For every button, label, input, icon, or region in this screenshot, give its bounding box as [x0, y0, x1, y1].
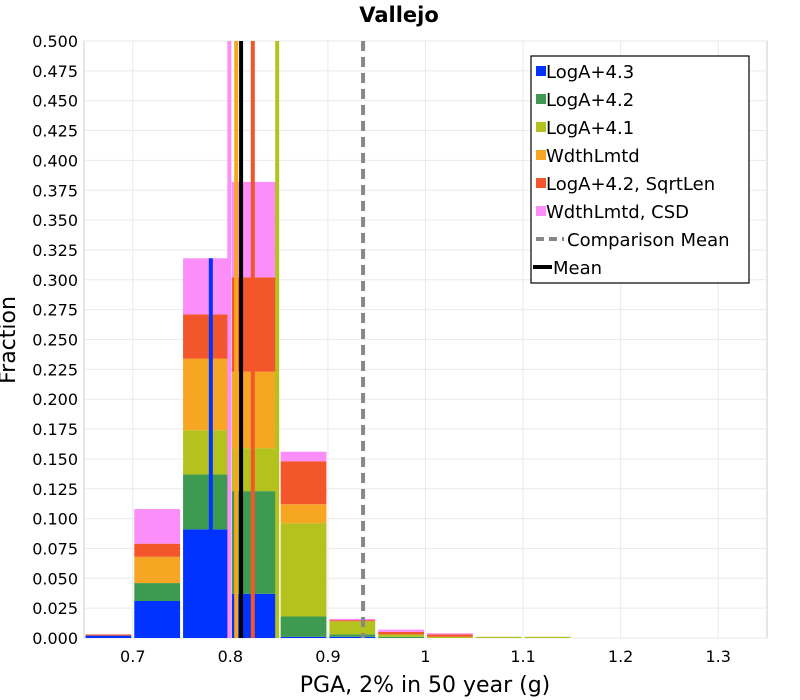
bar-segment	[427, 633, 473, 635]
legend-swatch	[536, 66, 546, 76]
x-tick-label: 1.2	[608, 647, 633, 666]
y-tick-label: 0.400	[32, 151, 78, 170]
legend: LogA+4.3 LogA+4.2 LogA+4.1 WdthLmtd LogA+4.2…	[530, 55, 750, 284]
y-tick-label: 0.375	[32, 181, 78, 200]
legend-label: Mean	[553, 258, 602, 279]
bar-segment	[427, 636, 473, 638]
legend-swatch	[536, 178, 546, 188]
legend-label: WdthLmtd, CSD	[546, 202, 689, 223]
bar-segment	[134, 556, 181, 584]
y-tick-label: 0.200	[32, 390, 78, 409]
bar-segment	[475, 636, 522, 638]
y-tick-label: 0.250	[32, 331, 78, 350]
legend-label: Comparison Mean	[567, 230, 730, 251]
legend-swatch	[536, 122, 546, 132]
bar-segment	[183, 474, 229, 530]
bar-segment	[280, 461, 327, 505]
legend-label: WdthLmtd	[546, 146, 640, 167]
y-tick-label: 0.100	[32, 510, 78, 529]
legend-swatch	[536, 150, 546, 160]
bar-segment	[183, 314, 229, 359]
bar-segment	[378, 629, 424, 633]
x-tick-label: 0.8	[218, 647, 243, 666]
bar-segment	[378, 632, 424, 635]
y-tick-label: 0.425	[32, 122, 78, 141]
bar-segment	[280, 636, 327, 638]
bar-segment	[280, 451, 327, 462]
x-axis-label: PGA, 2% in 50 year (g)	[300, 673, 551, 698]
x-tick-label: 0.9	[315, 647, 340, 666]
legend-box	[530, 55, 750, 284]
bar-segment	[134, 600, 181, 638]
bar-segment	[329, 636, 376, 638]
x-axis: 0.7 0.8 0.9 1 1.1 1.2 1.3	[120, 647, 731, 666]
legend-label: LogA+4.2, SqrtLen	[546, 174, 715, 195]
y-axis-label: Fraction	[0, 296, 21, 384]
legend-swatch	[536, 206, 546, 216]
bar-segment	[329, 634, 376, 637]
legend-label: LogA+4.1	[546, 118, 634, 139]
legend-label: LogA+4.3	[546, 62, 634, 83]
bar-segment	[329, 621, 376, 635]
bar-segment	[134, 583, 181, 601]
bar-segment	[378, 634, 424, 637]
legend-swatch	[536, 94, 546, 104]
y-tick-label: 0.125	[32, 480, 78, 499]
y-tick-label: 0.450	[32, 92, 78, 111]
bar-segment	[183, 529, 229, 638]
legend-label: LogA+4.2	[546, 90, 634, 111]
y-tick-label: 0.275	[32, 301, 78, 320]
y-tick-label: 0.225	[32, 360, 78, 379]
bar-segment	[183, 358, 229, 431]
y-tick-label: 0.025	[32, 599, 78, 618]
y-tick-label: 0.150	[32, 450, 78, 469]
y-tick-label: 0.300	[32, 271, 78, 290]
y-tick-label: 0.350	[32, 211, 78, 230]
bar-segment	[524, 636, 571, 638]
y-tick-label: 0.000	[32, 629, 78, 648]
bar-segment	[280, 616, 327, 637]
bar-segment	[280, 504, 327, 524]
x-tick-label: 0.7	[120, 647, 145, 666]
chart-title: Vallejo	[359, 3, 439, 27]
bar-segment	[183, 430, 229, 475]
bar-segment	[378, 636, 424, 638]
bar-segment	[329, 618, 376, 621]
y-tick-label: 0.325	[32, 241, 78, 260]
mean-lines	[208, 41, 366, 638]
bar-segment	[329, 620, 376, 622]
y-tick-label: 0.050	[32, 569, 78, 588]
bar-segment	[85, 634, 132, 636]
y-tick-label: 0.175	[32, 420, 78, 439]
y-axis: 0.000 0.025 0.050 0.075 0.100 0.125 0.150 0.175…	[32, 32, 78, 648]
y-tick-label: 0.500	[32, 32, 78, 51]
bar-segment	[427, 634, 473, 637]
bar-segment	[280, 523, 327, 617]
bar-segment	[134, 509, 181, 544]
x-tick-label: 1.3	[705, 647, 730, 666]
bar-segment	[134, 543, 181, 557]
x-tick-label: 1.1	[510, 647, 535, 666]
y-tick-label: 0.475	[32, 62, 78, 81]
bar-segment	[85, 635, 132, 638]
bar-segment	[183, 258, 229, 315]
y-tick-label: 0.075	[32, 539, 78, 558]
x-tick-label: 1	[420, 647, 430, 666]
